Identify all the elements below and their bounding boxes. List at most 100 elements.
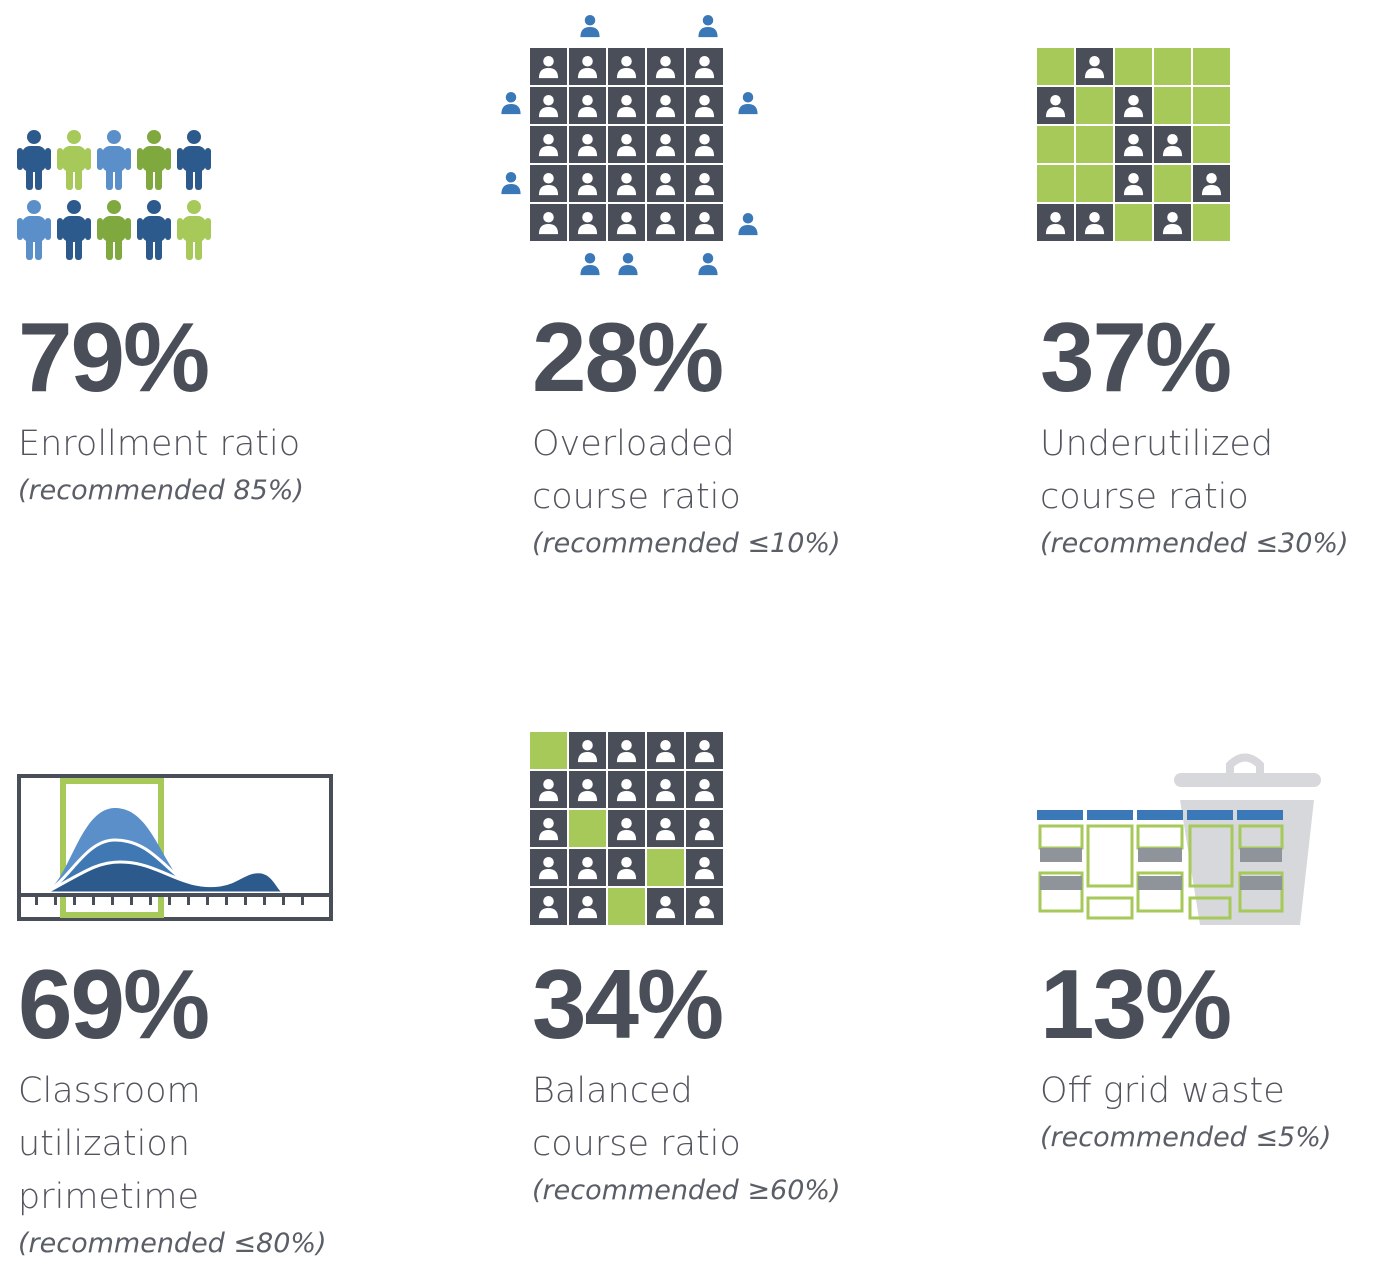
figure-body — [142, 146, 166, 172]
figure-body — [182, 146, 206, 172]
person-head — [660, 818, 671, 829]
person-body — [655, 146, 676, 157]
person-head — [582, 173, 593, 184]
grid-cell — [1154, 48, 1191, 85]
figure-body — [62, 146, 86, 172]
person-head — [660, 740, 671, 751]
person-body — [616, 791, 637, 802]
grid-cell — [1076, 165, 1113, 202]
calendar-slot — [1238, 871, 1284, 913]
figure-leg — [155, 236, 162, 260]
stat-note: (recommended ≤30%) — [1040, 528, 1349, 559]
person-head — [543, 173, 554, 184]
person-body — [694, 185, 715, 196]
person-head — [582, 95, 593, 106]
stat-label: Classroom utilization — [18, 1071, 201, 1164]
person-head — [660, 173, 671, 184]
person-body — [698, 265, 718, 276]
person-head — [742, 92, 754, 103]
person-head — [699, 134, 710, 145]
person-body — [655, 224, 676, 235]
person-head — [699, 818, 710, 829]
figure-arm — [177, 148, 183, 170]
person-body — [1123, 185, 1144, 196]
person-body — [655, 68, 676, 79]
figure-head — [147, 130, 161, 144]
person-head — [621, 212, 632, 223]
figure-leg — [115, 236, 122, 260]
person-body — [1123, 146, 1144, 157]
person-head — [621, 173, 632, 184]
person-head — [742, 213, 754, 224]
person-head — [621, 56, 632, 67]
grid-cell — [1037, 48, 1074, 85]
stat-label: Balanced — [532, 1071, 693, 1111]
figure-head — [107, 130, 121, 144]
person-body — [577, 68, 598, 79]
person-body — [1084, 224, 1105, 235]
person-body — [616, 830, 637, 841]
stat-value: 37% — [1040, 302, 1232, 412]
calendar-busy — [1040, 876, 1082, 890]
person-head — [660, 779, 671, 790]
grid-cell — [530, 732, 567, 769]
stat-block: 34% Balanced course ratio (recommended ≥60%… — [532, 955, 872, 1211]
figure-head — [147, 200, 161, 214]
person-head — [699, 56, 710, 67]
figure-head — [67, 130, 81, 144]
figure-arm — [97, 218, 103, 240]
person-head — [621, 134, 632, 145]
person-body — [616, 146, 637, 157]
figure-arm — [57, 218, 63, 240]
person-body — [655, 107, 676, 118]
figure-leg — [35, 166, 42, 190]
figure-body — [182, 216, 206, 242]
calendar-header — [1187, 810, 1233, 820]
figure-head — [67, 200, 81, 214]
person-head — [1050, 212, 1061, 223]
person-body — [655, 752, 676, 763]
person-body — [694, 68, 715, 79]
stat-value: 79% — [18, 302, 210, 412]
grid-cell — [1037, 165, 1074, 202]
ruler-tick — [206, 897, 209, 905]
calendar-busy — [1138, 848, 1182, 862]
person-body — [580, 27, 600, 38]
figure-arm — [137, 218, 143, 240]
person-head — [1089, 212, 1100, 223]
stat-note: (recommended ≤5%) — [1040, 1122, 1332, 1153]
stat-label: primetime — [18, 1177, 200, 1217]
person-body — [616, 185, 637, 196]
icons — [17, 15, 1321, 925]
ruler-tick — [282, 897, 285, 905]
stat-label: Overloaded — [532, 424, 735, 464]
figure-arm — [97, 148, 103, 170]
stat-note: (recommended ≤10%) — [532, 528, 841, 559]
calendar-busy — [1240, 876, 1282, 890]
figure-leg — [115, 166, 122, 190]
person-body — [616, 68, 637, 79]
stat-block: 13% Off grid waste (recommended ≤5%) — [1040, 955, 1380, 1158]
figure-head — [27, 200, 41, 214]
person-head — [1089, 56, 1100, 67]
ruler-tick — [35, 897, 38, 905]
prime-window — [60, 778, 164, 918]
person-body — [616, 869, 637, 880]
person-body — [694, 908, 715, 919]
person-head — [584, 253, 596, 264]
calendar-slot — [1188, 824, 1234, 888]
figure-leg — [195, 166, 202, 190]
person-body — [577, 146, 598, 157]
person-body — [577, 752, 598, 763]
person-body — [1162, 146, 1183, 157]
figure-leg — [186, 236, 193, 260]
figure-leg — [35, 236, 42, 260]
grid-cell — [608, 888, 645, 925]
stat-block: 79% Enrollment ratio (recommended 85%) — [18, 308, 358, 511]
figure-body — [22, 216, 46, 242]
person-head — [1206, 173, 1217, 184]
person-body — [694, 107, 715, 118]
figure-leg — [146, 236, 153, 260]
ruler-tick — [168, 897, 171, 905]
person-body — [538, 791, 559, 802]
